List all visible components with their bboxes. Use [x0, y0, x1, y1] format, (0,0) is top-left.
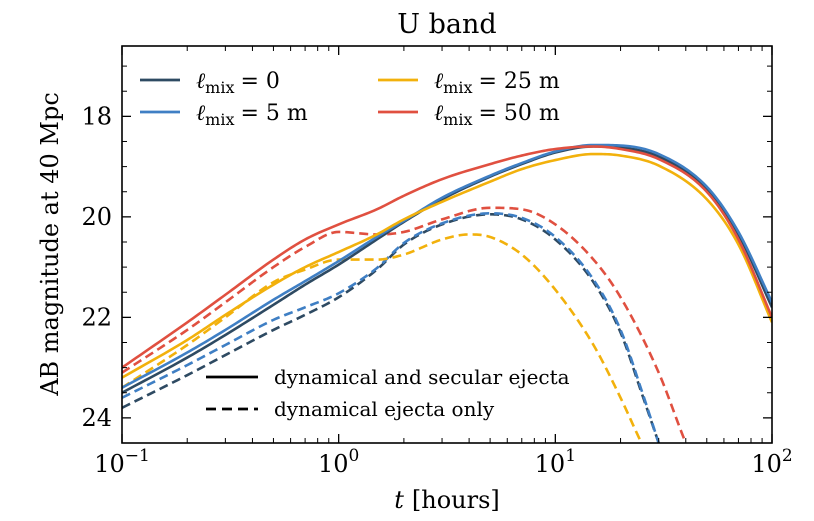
- legend-label: ℓmix = 50 m: [434, 101, 560, 129]
- legend-style-label: dynamical and secular ejecta: [274, 365, 570, 389]
- series-line-lmix-0-solid: [122, 145, 772, 394]
- x-axis-label-unit: [hours]: [412, 486, 500, 514]
- series-line-lmix-50m-dashed: [122, 206, 688, 443]
- x-tick-label: 102: [751, 446, 792, 478]
- axis-ticks: 10−1 100 101 102 18 20 22 24: [81, 46, 793, 478]
- legend-bottom: dynamical and secular ejecta dynamical ej…: [206, 365, 570, 421]
- series-line-lmix-5m-solid: [122, 143, 772, 389]
- legend-label: ℓmix = 0: [196, 69, 280, 97]
- series-line-lmix-25m-dashed: [122, 233, 644, 443]
- y-tick-label: 24: [81, 404, 112, 432]
- y-tick-label: 20: [81, 203, 112, 231]
- legend-top: ℓmix = 0 ℓmix = 25 m ℓmix = 5 m ℓmix = 50 m: [140, 69, 560, 129]
- series-line-lmix-25m-solid: [122, 152, 772, 379]
- legend-label: ℓmix = 5 m: [196, 101, 308, 129]
- x-tick-label: 100: [318, 446, 359, 478]
- y-tick-label: 22: [81, 303, 112, 331]
- series-line-lmix-0-dashed: [122, 213, 660, 443]
- x-axis-label: t [hours]: [394, 486, 500, 514]
- x-tick-label: 101: [535, 446, 576, 478]
- series-line-lmix-5m-dashed: [122, 212, 660, 443]
- y-tick-label: 18: [81, 102, 112, 130]
- x-tick-label: 10−1: [94, 446, 150, 478]
- chart-title: U band: [397, 9, 496, 40]
- plot-area: [122, 143, 772, 443]
- plot-frame: [121, 45, 773, 444]
- y-axis-label-text: AB magnitude at 40 Mpc: [36, 92, 64, 397]
- series-line-lmix-50m-solid: [122, 145, 772, 369]
- legend-style-label: dynamical ejecta only: [274, 397, 495, 421]
- y-axis-label: AB magnitude at 40 Mpc: [36, 92, 64, 397]
- x-axis-label-var: t: [394, 486, 404, 514]
- svg-text:t[hours]: t [hours]: [394, 486, 500, 514]
- legend-label: ℓmix = 25 m: [434, 69, 560, 97]
